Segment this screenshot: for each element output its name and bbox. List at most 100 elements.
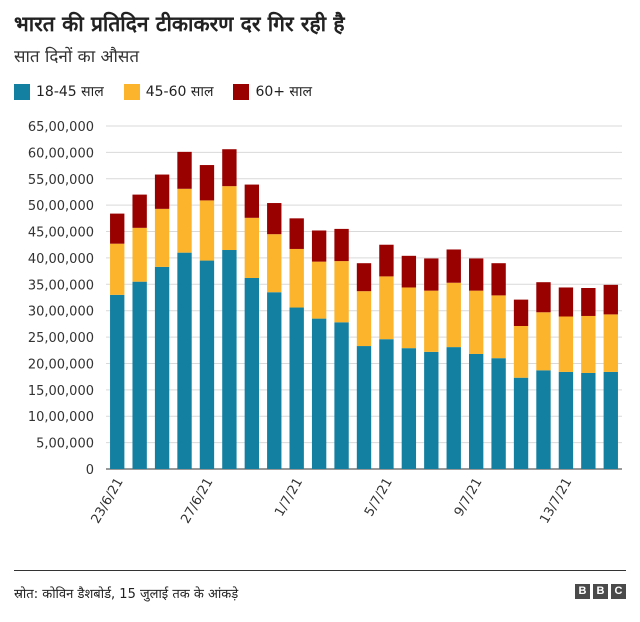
legend-label-60-plus: 60+ साल	[255, 84, 313, 100]
legend-swatch-45-60	[123, 83, 140, 100]
bar-segment-18-45	[446, 347, 461, 469]
bar-segment-45-60	[424, 290, 439, 352]
legend-swatch-18-45	[14, 83, 30, 100]
bar-segment-60-plus	[244, 184, 260, 218]
bar-segment-45-60	[222, 186, 237, 251]
chart-title: भारत की प्रतिदिन टीकाकरण दर गिर रही है	[14, 12, 345, 36]
legend-label-18-45: 18-45 साल	[36, 84, 104, 100]
bar-segment-18-45	[199, 260, 215, 469]
y-tick-label: 25,00,000	[28, 331, 94, 346]
bar-segment-45-60	[468, 290, 484, 354]
bar-segment-60-plus	[401, 255, 417, 288]
source-note: स्रोत: कोविन डैशबोर्ड, 15 जुलाई तक के आं…	[14, 587, 239, 602]
bar-segment-60-plus	[222, 149, 237, 187]
bar-segment-45-60	[267, 234, 282, 293]
bar-segment-18-45	[581, 372, 596, 469]
bar-segment-60-plus	[199, 165, 215, 201]
bar-segment-45-60	[536, 312, 551, 371]
bar-segment-45-60	[581, 315, 596, 373]
y-tick-label: 60,00,000	[28, 146, 94, 161]
bar-segment-18-45	[356, 346, 372, 469]
y-tick-label: 40,00,000	[28, 252, 94, 267]
bar-segment-60-plus	[154, 174, 170, 209]
x-tick-label: 5/7/21	[362, 476, 396, 520]
bbc-logo-letter: B	[575, 584, 590, 599]
y-tick-label: 50,00,000	[28, 199, 94, 214]
bar-segment-18-45	[401, 348, 417, 469]
bar-segment-45-60	[177, 188, 192, 253]
bar-segment-18-45	[334, 322, 349, 469]
bar-segment-18-45	[513, 377, 529, 469]
bar-segment-18-45	[424, 351, 439, 469]
x-tick-label: 23/6/21	[89, 476, 127, 527]
bar-segment-60-plus	[558, 287, 574, 317]
bar-segment-45-60	[132, 227, 147, 282]
bar-segment-45-60	[513, 325, 529, 378]
bar-segment-18-45	[154, 266, 170, 469]
bar-segment-60-plus	[356, 263, 372, 292]
bar-segment-60-plus	[468, 258, 484, 291]
x-tick-label: 9/7/21	[452, 476, 486, 520]
bar-segment-60-plus	[424, 258, 439, 291]
bbc-logo: B B C	[572, 584, 626, 599]
bar-segment-45-60	[244, 217, 260, 278]
legend-item-60-plus: 60+ साल	[233, 82, 312, 101]
bar-segment-60-plus	[311, 230, 327, 262]
legend-item-45-60: 45-60 साल	[123, 82, 214, 101]
bar-segment-60-plus	[132, 194, 147, 228]
bar-segment-60-plus	[110, 213, 125, 244]
y-tick-label: 35,00,000	[28, 278, 94, 293]
bar-segment-18-45	[132, 281, 147, 469]
bar-segment-18-45	[244, 277, 260, 469]
y-tick-label: 15,00,000	[28, 384, 94, 399]
legend: 18-45 साल 45-60 साल 60+ साल	[14, 82, 332, 101]
bar-segment-18-45	[267, 292, 282, 469]
bar-segment-18-45	[289, 307, 304, 469]
legend-label-45-60: 45-60 साल	[145, 84, 214, 100]
chart-subtitle: सात दिनों का औसत	[14, 47, 140, 67]
bar-segment-60-plus	[513, 299, 529, 326]
bar-segment-60-plus	[289, 218, 304, 249]
legend-swatch-60-plus	[233, 83, 250, 100]
bar-segment-18-45	[379, 339, 394, 469]
legend-item-18-45: 18-45 साल	[14, 82, 104, 101]
y-tick-label: 5,00,000	[36, 437, 94, 452]
y-tick-label: 55,00,000	[28, 173, 94, 188]
bar-segment-18-45	[222, 250, 237, 469]
bar-segment-60-plus	[536, 282, 551, 313]
bar-segment-60-plus	[379, 244, 394, 277]
bar-segment-45-60	[446, 282, 461, 348]
bar-segment-45-60	[379, 276, 394, 340]
bar-segment-18-45	[177, 252, 192, 469]
bar-segment-60-plus	[334, 228, 349, 262]
y-tick-label: 45,00,000	[28, 226, 94, 241]
y-tick-label: 65,00,000	[28, 120, 94, 135]
bar-segment-45-60	[110, 243, 125, 295]
bar-segment-45-60	[356, 291, 372, 347]
bar-segment-18-45	[558, 371, 574, 469]
y-tick-label: 10,00,000	[28, 410, 94, 425]
bar-segment-45-60	[603, 314, 618, 372]
bar-segment-45-60	[154, 208, 170, 267]
footer-divider	[14, 570, 626, 571]
bar-segment-60-plus	[177, 151, 192, 189]
bbc-logo-letter: C	[611, 584, 626, 599]
bar-segment-60-plus	[446, 249, 461, 283]
bar-segment-18-45	[110, 294, 125, 469]
bar-segment-45-60	[491, 295, 506, 359]
stacked-bar-chart: 0 5,00,000 10,00,000 15,00,000 20,00,000 25,0…	[28, 120, 622, 527]
bar-segment-45-60	[199, 200, 215, 261]
bar-segment-45-60	[334, 261, 349, 323]
bar-segment-18-45	[603, 371, 618, 469]
bar-segment-18-45	[311, 318, 327, 469]
bar-segment-60-plus	[267, 203, 282, 235]
bar-segment-45-60	[401, 287, 417, 349]
bar-segment-18-45	[536, 370, 551, 469]
y-tick-label: 0	[86, 463, 94, 478]
bar-segment-60-plus	[603, 284, 618, 315]
bar-segment-45-60	[289, 248, 304, 308]
bar-segment-18-45	[468, 353, 484, 469]
bar-segment-60-plus	[581, 288, 596, 316]
x-tick-label: 27/6/21	[178, 476, 216, 527]
bar-segment-60-plus	[491, 263, 506, 296]
